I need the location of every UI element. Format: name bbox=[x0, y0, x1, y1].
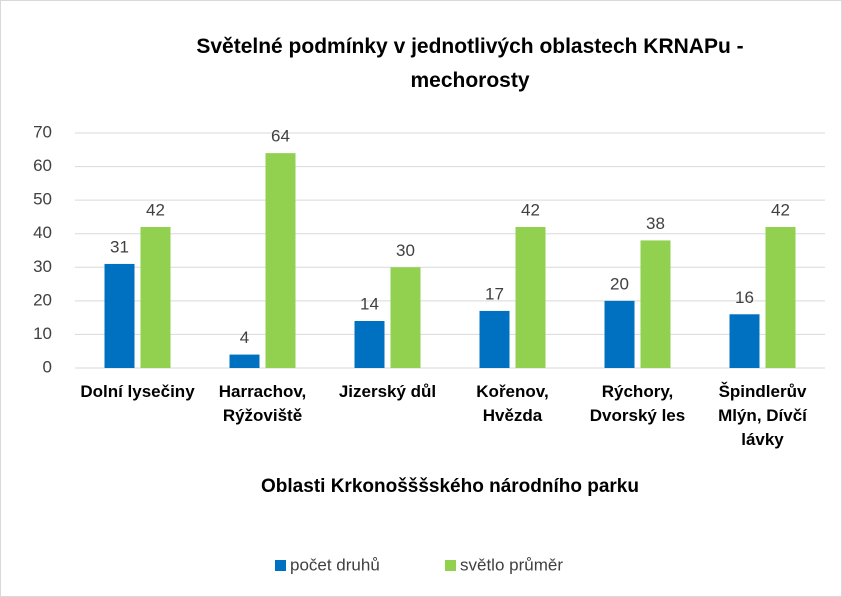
bar bbox=[229, 354, 260, 368]
bar bbox=[479, 310, 510, 368]
bar bbox=[515, 227, 546, 368]
bar bbox=[729, 314, 760, 368]
data-label: 17 bbox=[485, 284, 504, 303]
data-label: 42 bbox=[521, 200, 540, 219]
chart-title: Světelné podmínky v jednotlivých oblaste… bbox=[196, 35, 744, 92]
data-label: 16 bbox=[735, 288, 754, 307]
y-tick-label: 30 bbox=[33, 257, 52, 276]
bar bbox=[265, 153, 296, 368]
data-label: 30 bbox=[396, 241, 415, 260]
bar bbox=[765, 227, 796, 368]
y-tick-label: 0 bbox=[43, 357, 52, 376]
y-tick-label: 20 bbox=[33, 290, 52, 309]
y-tick-label: 40 bbox=[33, 223, 52, 242]
legend-swatch bbox=[445, 560, 456, 571]
legend-label: světlo průměr bbox=[460, 555, 563, 574]
bar bbox=[354, 321, 385, 368]
bar bbox=[104, 263, 135, 368]
bar bbox=[640, 240, 671, 368]
y-tick-label: 60 bbox=[33, 156, 52, 175]
data-label: 38 bbox=[646, 214, 665, 233]
legend-label: počet druhů bbox=[290, 555, 380, 574]
x-tick-label: Kořenov, Hvězda bbox=[476, 382, 549, 425]
y-tick-label: 70 bbox=[33, 122, 52, 141]
y-tick-label: 50 bbox=[33, 190, 52, 209]
y-tick-label: 10 bbox=[33, 324, 52, 343]
data-label: 42 bbox=[771, 200, 790, 219]
bar bbox=[390, 267, 421, 368]
x-tick-label: Rýchory, Dvorský les bbox=[589, 382, 686, 425]
x-tick-label: Jizerský důl bbox=[338, 382, 437, 401]
data-label: 42 bbox=[146, 200, 165, 219]
bar bbox=[604, 300, 635, 368]
x-tick-label: Dolní lysečiny bbox=[80, 382, 195, 401]
x-tick-label: Harrachov, Rýžoviště bbox=[218, 382, 307, 425]
data-label: 14 bbox=[360, 294, 379, 313]
data-label: 20 bbox=[610, 274, 629, 293]
data-label: 4 bbox=[240, 328, 249, 347]
legend-swatch bbox=[275, 560, 286, 571]
data-label: 64 bbox=[271, 127, 290, 146]
data-label: 31 bbox=[110, 237, 129, 256]
bar bbox=[140, 227, 171, 368]
x-tick-label: Špindlerův Mlýn, Dívčí lávky bbox=[718, 382, 807, 449]
x-axis-label: Oblasti Krkonošššského národního parku bbox=[261, 476, 639, 497]
